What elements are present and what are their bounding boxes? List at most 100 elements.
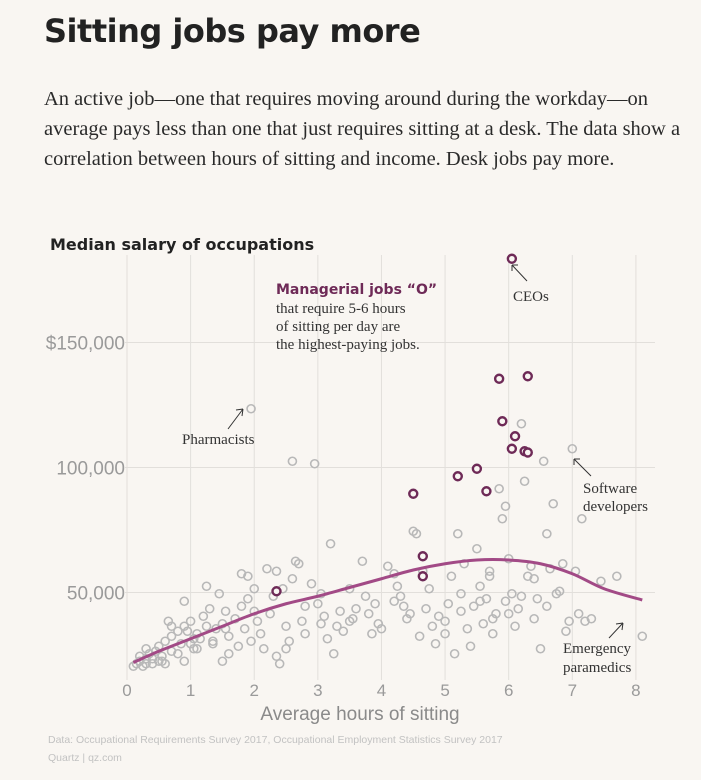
annotation-paramedics-line-1: Emergency <box>563 641 632 657</box>
data-point <box>233 641 244 652</box>
data-point <box>440 616 450 627</box>
data-point <box>157 656 167 667</box>
data-point <box>284 636 295 647</box>
managerial-point <box>506 443 518 454</box>
scatter-points <box>128 403 648 672</box>
data-point <box>564 616 574 627</box>
data-point <box>357 556 368 567</box>
data-point <box>433 611 444 622</box>
data-point <box>484 566 495 577</box>
data-point <box>201 581 212 592</box>
data-point <box>557 558 568 569</box>
data-point <box>255 628 266 639</box>
annotation-managerial-title: Managerial jobs “O” <box>276 282 437 298</box>
data-point <box>325 538 336 549</box>
managerial-point <box>417 551 429 562</box>
data-point <box>309 458 320 469</box>
y-tick-label: 100,000 <box>56 459 125 480</box>
data-point <box>452 528 463 539</box>
data-point <box>258 643 269 654</box>
data-point <box>166 631 177 642</box>
data-point <box>567 443 578 454</box>
data-point <box>551 588 562 599</box>
credit-note: Quartz | qz.com <box>48 752 122 764</box>
data-point <box>367 628 377 639</box>
data-point <box>395 591 406 602</box>
data-point <box>179 656 190 667</box>
data-point <box>427 621 438 632</box>
data-point <box>141 658 151 669</box>
data-point <box>516 418 527 429</box>
data-point <box>306 578 317 589</box>
data-point <box>507 588 517 599</box>
data-point <box>497 513 508 524</box>
data-point <box>332 621 342 632</box>
data-point <box>462 623 473 634</box>
data-point <box>535 643 546 654</box>
data-point <box>198 611 209 622</box>
ceo-arrow <box>511 264 528 282</box>
y-axis: 50,000 100,000 $150,000 <box>46 334 125 605</box>
data-point <box>389 596 399 607</box>
data-point <box>300 628 310 639</box>
data-point <box>223 648 234 659</box>
x-tick-label: 4 <box>377 681 386 700</box>
data-point <box>236 601 247 612</box>
managerial-point <box>408 488 419 499</box>
data-point <box>468 601 479 612</box>
data-point <box>510 621 520 632</box>
data-point <box>313 598 323 609</box>
chart-title: Median salary of occupations <box>50 235 314 254</box>
annotation-pharmacists: Pharmacists <box>182 432 255 448</box>
annotation-managerial-line-2: that require 5-6 hours <box>276 301 406 317</box>
annotation-software-line-1: Software <box>583 481 637 497</box>
annotation-managerial-line-3: of sitting per day are <box>276 319 400 335</box>
data-point <box>596 576 606 587</box>
data-point <box>577 513 587 524</box>
dek: An active job—one that requires moving a… <box>44 88 681 170</box>
data-point <box>411 528 422 539</box>
data-point <box>281 621 291 632</box>
x-axis-label: Average hours of sitting <box>260 704 459 725</box>
data-point <box>494 483 504 494</box>
data-point <box>319 611 330 622</box>
data-point <box>430 638 441 649</box>
data-point <box>290 556 301 567</box>
data-point <box>192 643 202 654</box>
data-point <box>465 641 476 652</box>
data-point <box>262 563 272 574</box>
data-point <box>297 616 307 627</box>
data-point <box>612 571 622 582</box>
managerial-point <box>509 431 521 442</box>
data-point <box>529 573 539 584</box>
data-point <box>475 596 485 607</box>
data-point <box>392 581 403 592</box>
data-point <box>363 608 374 619</box>
data-point <box>373 618 384 629</box>
data-point <box>246 403 256 414</box>
data-point <box>220 606 231 617</box>
data-point <box>265 608 275 619</box>
x-tick-label: 6 <box>504 681 513 700</box>
data-point <box>208 636 218 647</box>
data-point <box>217 656 228 667</box>
data-point <box>456 606 466 617</box>
data-point <box>440 628 450 639</box>
data-point <box>532 593 543 604</box>
data-point <box>580 616 590 627</box>
data-point <box>446 571 457 582</box>
data-point <box>179 596 190 607</box>
data-point <box>185 616 196 627</box>
data-point <box>351 603 361 614</box>
x-tick-label: 0 <box>122 681 131 700</box>
managerial-points <box>271 253 533 597</box>
data-point <box>201 621 212 632</box>
x-tick-label: 1 <box>186 681 195 700</box>
data-point <box>637 631 648 642</box>
managerial-point <box>506 253 518 264</box>
data-point <box>513 603 524 614</box>
source-note: Data: Occupational Requirements Survey 2… <box>48 734 503 746</box>
data-point <box>421 603 431 614</box>
annotation-software-line-2: developers <box>583 499 648 515</box>
data-point <box>478 618 489 629</box>
